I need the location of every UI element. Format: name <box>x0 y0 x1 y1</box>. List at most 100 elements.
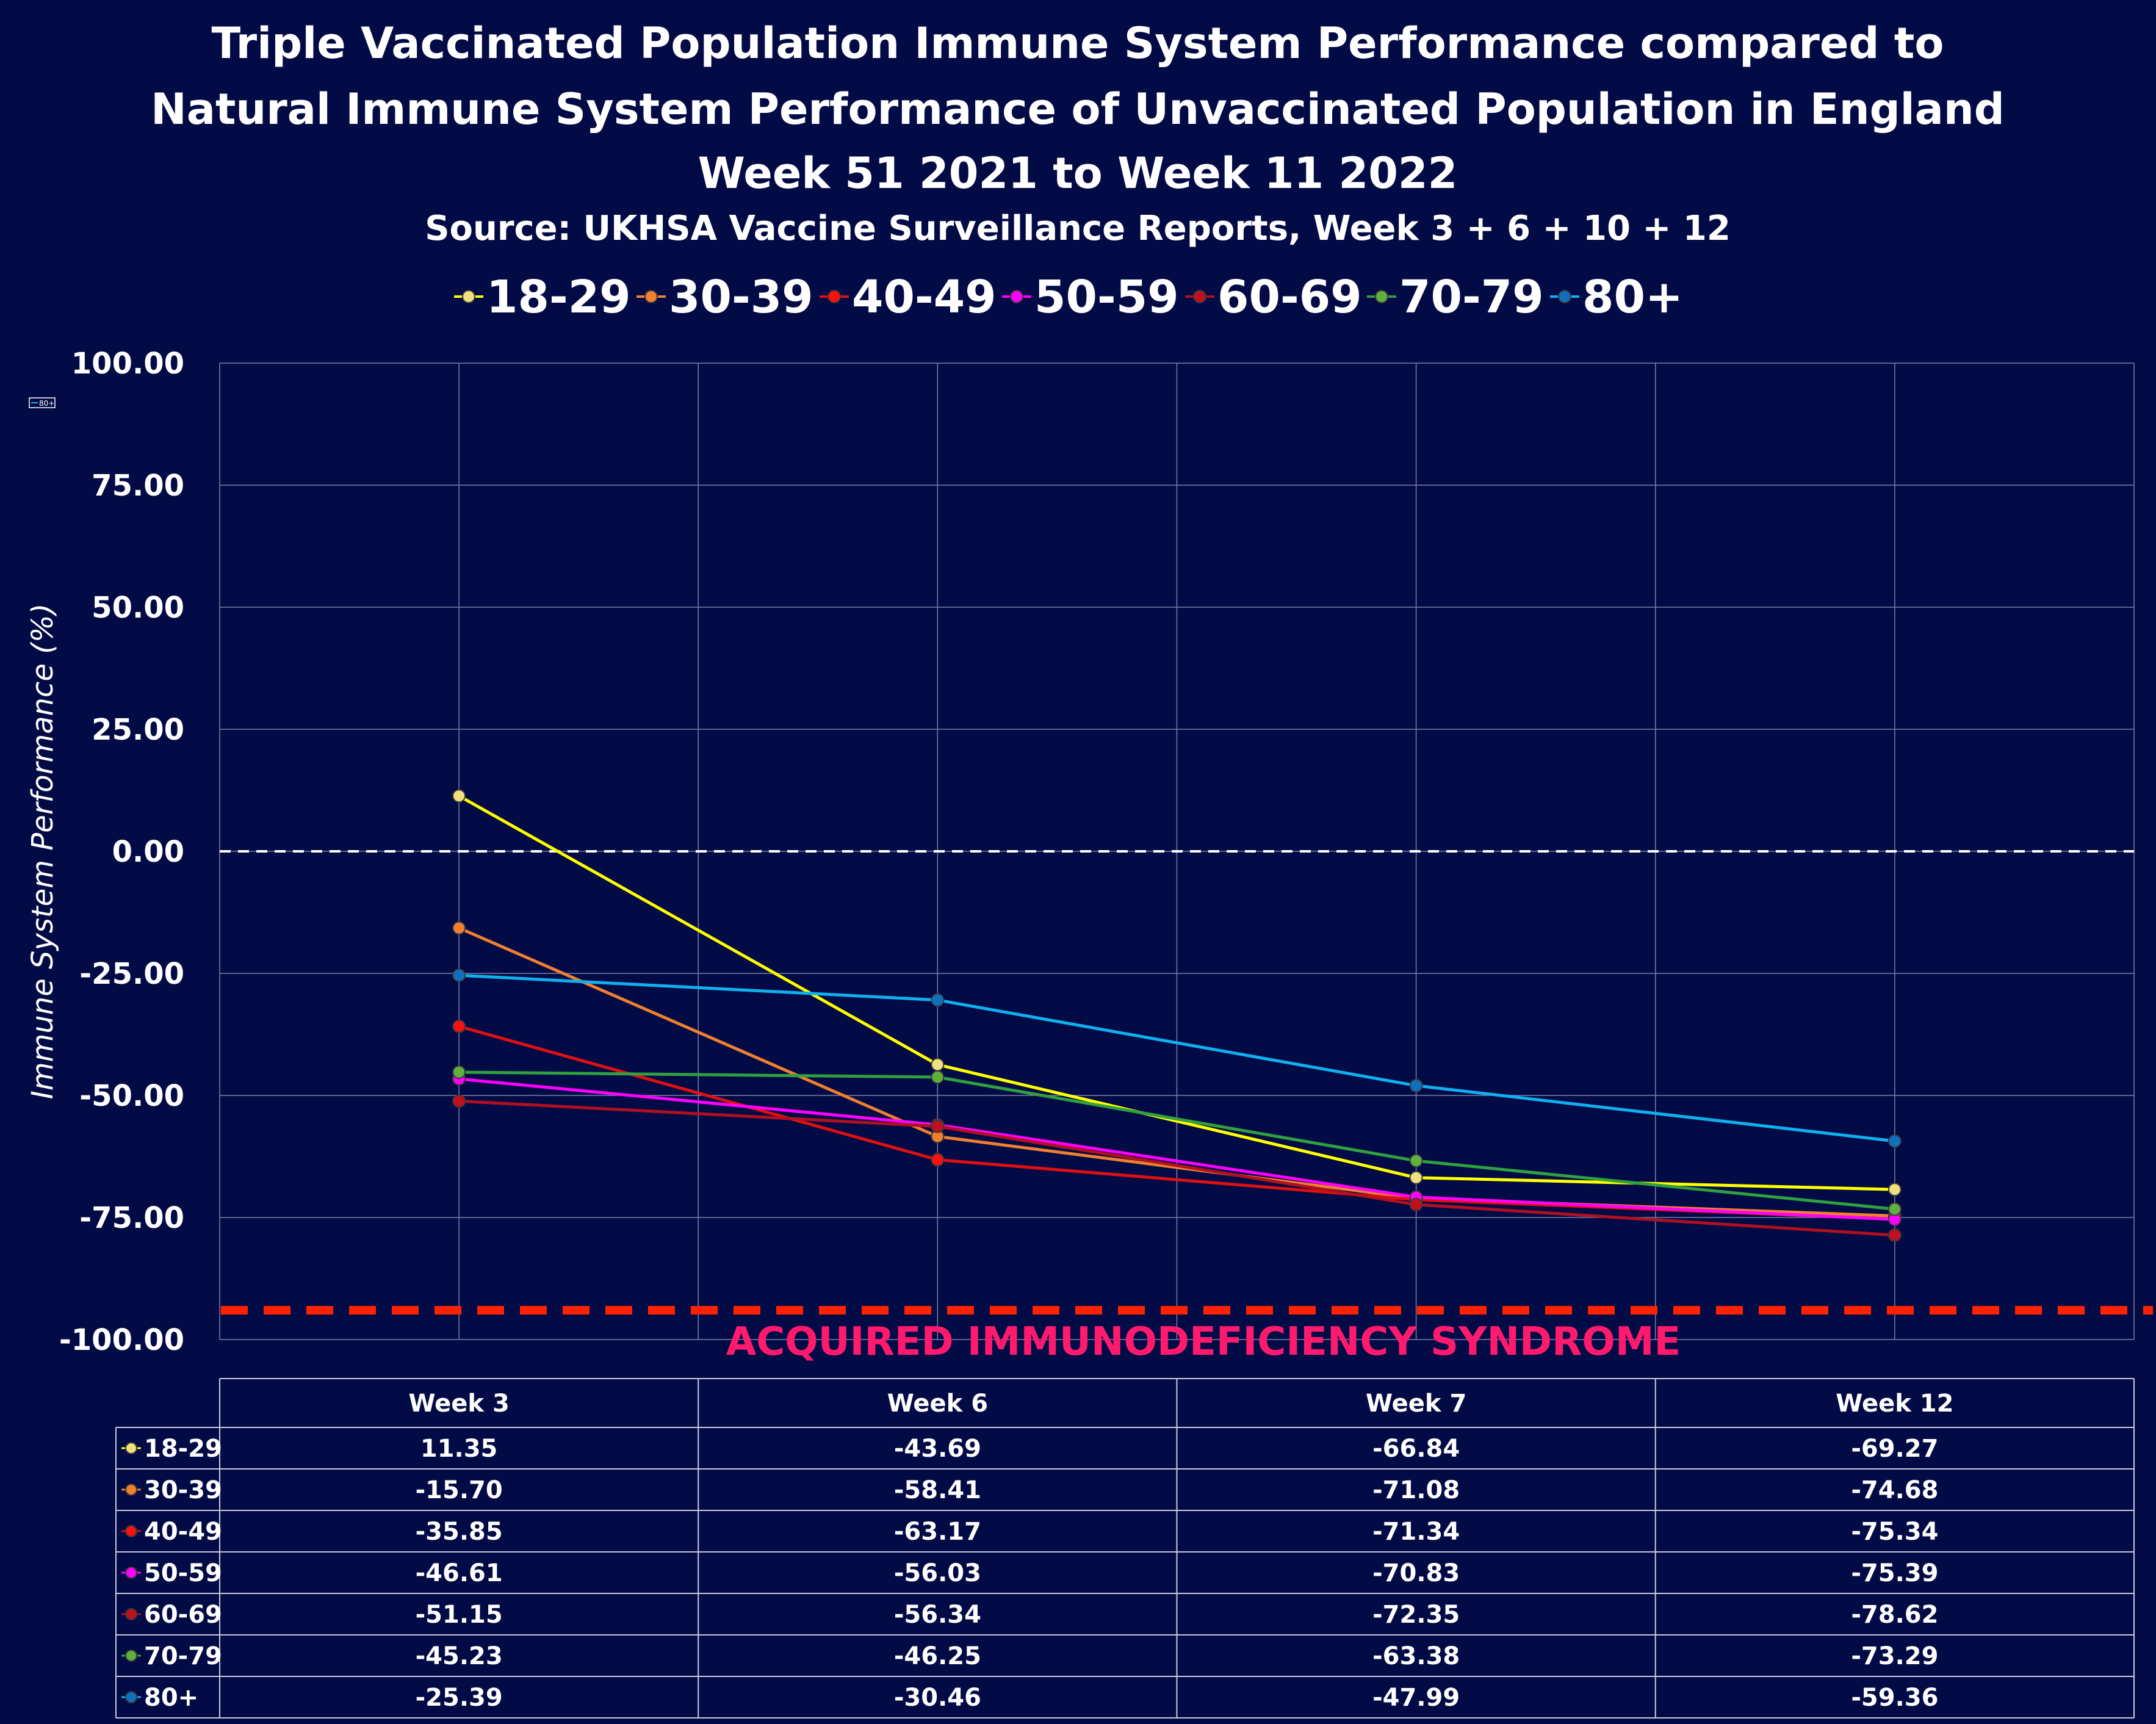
data-point-18-29 <box>1887 1183 1902 1197</box>
legend-label-80+: 80+ <box>1582 271 1683 323</box>
data-point-70-79 <box>1887 1202 1902 1216</box>
data-point-70-79 <box>1409 1154 1423 1168</box>
y-axis-ticks: 100.00 75.00 50.00 25.00 0.00 -25.00 -50.00 -75… <box>59 347 184 1357</box>
legend-marker-40-49 <box>827 290 841 303</box>
table-cell: -73.29 <box>1851 1642 1938 1670</box>
data-table: Week 3 Week 6 Week 7 Week 12 18-29 11.35 -43.6… <box>115 1378 2135 1719</box>
y-axis-label: Immune System Performance (%) <box>26 604 60 1100</box>
table-row-key-marker <box>125 1650 137 1662</box>
series-line-50-59 <box>458 1077 1895 1221</box>
data-point-30-39 <box>452 921 466 935</box>
table-cell: -43.69 <box>894 1435 981 1463</box>
y-tick-label: 100.00 <box>71 347 184 381</box>
data-point-80+ <box>931 993 945 1007</box>
aids-annotation: ACQUIRED IMMUNODEFICIENCY SYNDROME <box>726 1319 1681 1365</box>
legend-marker-60-69 <box>1193 290 1206 303</box>
data-point-70-79 <box>931 1070 945 1084</box>
legend-label-18-29: 18-29 <box>486 271 631 323</box>
table-cell: -15.70 <box>416 1476 503 1504</box>
y-tick-label: 25.00 <box>92 713 184 747</box>
mini-legend: 80+ <box>29 397 56 408</box>
legend-label-60-69: 60-69 <box>1217 271 1362 323</box>
table-cell: -78.62 <box>1851 1601 1938 1629</box>
data-point-60-69 <box>1887 1228 1902 1242</box>
y-tick-label: -25.00 <box>79 957 184 991</box>
table-cell: -47.99 <box>1372 1684 1460 1712</box>
table-cell: 11.35 <box>420 1435 498 1463</box>
table-cell: -69.27 <box>1851 1435 1938 1463</box>
table-cell: -72.35 <box>1372 1601 1460 1629</box>
data-point-18-29 <box>452 789 466 803</box>
legend-label-30-39: 30-39 <box>669 271 813 323</box>
legend-label-50-59: 50-59 <box>1034 271 1179 323</box>
mini-legend-label: 80+ <box>39 399 54 408</box>
y-tick-label: 0.00 <box>112 835 184 869</box>
table-row-label: 30-39 <box>144 1476 222 1504</box>
table-row-label: 70-79 <box>144 1642 222 1670</box>
table-header-cell: Week 7 <box>1366 1390 1466 1418</box>
data-point-80+ <box>452 968 466 983</box>
table-cell: -51.15 <box>416 1601 503 1629</box>
data-point-60-69 <box>931 1119 945 1133</box>
table-cell: -74.68 <box>1851 1476 1938 1504</box>
data-point-18-29 <box>931 1058 945 1072</box>
series-line-60-69 <box>458 1099 1895 1237</box>
table-cell: -70.83 <box>1372 1559 1460 1587</box>
legend-label-70-79: 70-79 <box>1399 271 1544 323</box>
series-line-80+ <box>458 973 1895 1143</box>
mini-legend-box <box>29 397 56 408</box>
table-row-key-marker <box>125 1567 137 1579</box>
legend-marker-30-39 <box>644 290 658 303</box>
legend-marker-50-59 <box>1010 290 1023 303</box>
data-point-40-49 <box>452 1019 466 1033</box>
table-row-label: 18-29 <box>144 1435 222 1463</box>
table-cell: -63.17 <box>894 1518 981 1546</box>
table-row-label: 60-69 <box>144 1601 222 1629</box>
data-point-70-79 <box>452 1065 466 1079</box>
y-tick-label: -50.00 <box>79 1079 184 1113</box>
table-row-key-marker <box>125 1442 137 1454</box>
legend-marker-18-29 <box>462 290 475 303</box>
table-cell: -66.84 <box>1372 1435 1460 1463</box>
data-point-80+ <box>1887 1134 1902 1148</box>
table-cell: -46.25 <box>894 1642 981 1670</box>
table-cell: -75.34 <box>1851 1518 1938 1546</box>
chart-title: Triple Vaccinated Population Immune Syst… <box>151 18 2005 248</box>
y-tick-label: -100.00 <box>59 1323 184 1357</box>
legend-label-40-49: 40-49 <box>852 271 997 323</box>
legend: 18-29 30-39 40-49 50-59 60-69 70-79 80+ <box>454 271 1683 323</box>
title-line-1: Triple Vaccinated Population Immune Syst… <box>212 18 1944 68</box>
table-cell: -71.34 <box>1372 1518 1460 1546</box>
title-line-2: Natural Immune System Performance of Unv… <box>151 84 2005 134</box>
table-cell: -63.38 <box>1372 1642 1460 1670</box>
table-cell: -59.36 <box>1851 1684 1938 1712</box>
table-row-key-marker <box>125 1691 137 1703</box>
table-cell: -56.03 <box>894 1559 981 1587</box>
table-row-key-marker <box>125 1608 137 1620</box>
y-tick-label: 75.00 <box>92 469 184 503</box>
y-tick-label: 50.00 <box>92 591 184 625</box>
table-header-cell: Week 6 <box>887 1390 988 1418</box>
table-cell: -71.08 <box>1372 1476 1460 1504</box>
data-point-60-69 <box>1409 1197 1423 1211</box>
table-row-label: 40-49 <box>144 1518 222 1546</box>
table-cell: -35.85 <box>416 1518 503 1546</box>
table-cell: -45.23 <box>416 1642 503 1670</box>
series-line-70-79 <box>459 1070 1895 1211</box>
chart-subtitle: Source: UKHSA Vaccine Surveillance Repor… <box>425 209 1731 248</box>
legend-marker-70-79 <box>1375 290 1388 303</box>
title-line-3: Week 51 2021 to Week 11 2022 <box>698 148 1458 198</box>
series-markers <box>452 789 1902 1242</box>
data-point-80+ <box>1409 1078 1423 1092</box>
table-header-cell: Week 12 <box>1836 1390 1953 1418</box>
data-point-18-29 <box>1409 1170 1423 1185</box>
series-lines <box>458 795 1895 1237</box>
y-tick-label: -75.00 <box>79 1201 184 1235</box>
table-row-key-marker <box>125 1484 137 1496</box>
table-cell: -58.41 <box>894 1476 981 1504</box>
table-cell: -30.46 <box>894 1684 981 1712</box>
table-row-label: 50-59 <box>144 1559 222 1587</box>
table-cell: -46.61 <box>416 1559 503 1587</box>
legend-marker-80+ <box>1558 290 1571 303</box>
